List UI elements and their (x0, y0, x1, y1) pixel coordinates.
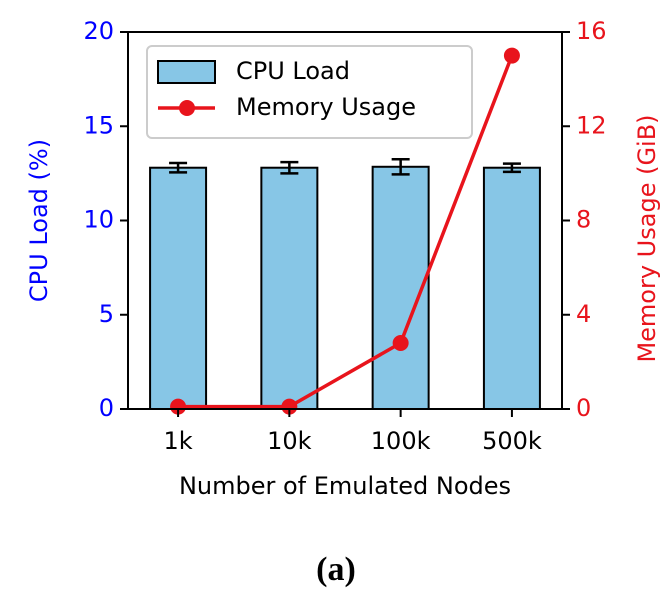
y2-tick-label: 0 (576, 394, 591, 422)
y-tick-label: 5 (99, 300, 114, 328)
y2-tick-label: 16 (576, 17, 607, 45)
line (178, 54, 514, 409)
x-tick-label: 500k (482, 427, 542, 455)
x-axis-label: Number of Emulated Nodes (179, 472, 511, 500)
marker (392, 335, 409, 352)
y2-tick-label: 4 (576, 300, 591, 328)
error-bar (391, 157, 410, 176)
y2-tick-label: 12 (576, 111, 607, 139)
legend-label: Memory Usage (236, 93, 416, 121)
x-tick-label: 100k (371, 427, 431, 455)
bar (482, 166, 541, 410)
y-axis-label: CPU Load (%) (25, 139, 53, 302)
error-bar (280, 160, 299, 175)
y2-axis-label: Memory Usage (GiB) (633, 114, 661, 362)
caption: (a) (316, 551, 356, 588)
error-bar (169, 161, 188, 174)
error-bar (502, 162, 521, 174)
legend-box (146, 45, 473, 139)
bar (149, 166, 208, 410)
y-tick-label: 10 (83, 206, 114, 234)
y-tick-label: 20 (83, 17, 114, 45)
y-tick-label: 15 (83, 111, 114, 139)
x-tick-label: 1k (163, 427, 192, 455)
marker (503, 47, 520, 64)
marker (170, 398, 187, 415)
y-tick-label: 0 (99, 394, 114, 422)
marker (281, 398, 298, 415)
legend-swatch (157, 60, 216, 84)
legend-marker (179, 100, 195, 116)
bar (260, 166, 319, 410)
y2-tick-label: 8 (576, 206, 591, 234)
x-tick-label: 10k (267, 427, 312, 455)
legend-label: CPU Load (236, 57, 350, 85)
